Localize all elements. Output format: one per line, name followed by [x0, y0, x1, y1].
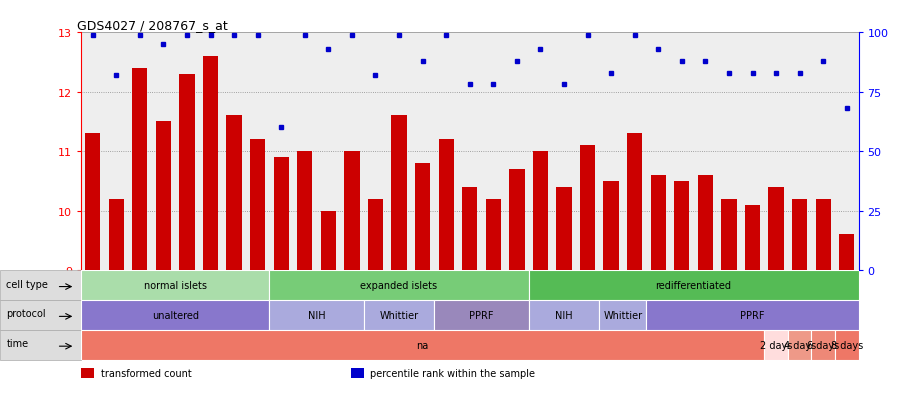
Bar [364, 300, 434, 330]
Text: PPRF: PPRF [740, 310, 765, 320]
Text: NIH: NIH [307, 310, 325, 320]
Bar [344, 152, 360, 271]
Text: 6 days: 6 days [807, 340, 840, 350]
Bar [415, 164, 431, 271]
Bar [391, 116, 406, 271]
Bar [580, 146, 595, 271]
Bar [434, 300, 529, 330]
Bar [179, 75, 194, 271]
Text: Whittier: Whittier [603, 310, 643, 320]
Text: protocol: protocol [6, 309, 46, 318]
Bar [439, 140, 454, 271]
Bar [85, 134, 101, 271]
Bar [156, 122, 171, 271]
Bar [81, 300, 270, 330]
Text: normal islets: normal islets [144, 280, 207, 290]
Bar [529, 300, 600, 330]
Text: GDS4027 / 208767_s_at: GDS4027 / 208767_s_at [77, 19, 227, 32]
Text: time: time [6, 338, 29, 348]
Text: NIH: NIH [556, 310, 573, 320]
Bar [646, 300, 859, 330]
Bar [674, 181, 690, 271]
Text: redifferentiated: redifferentiated [655, 280, 732, 290]
Bar [533, 152, 548, 271]
Bar [250, 140, 265, 271]
Bar [109, 199, 124, 271]
Bar [297, 152, 313, 271]
Bar [132, 69, 147, 271]
Text: transformed count: transformed count [101, 368, 191, 377]
Bar [835, 330, 859, 360]
Bar [721, 199, 736, 271]
Bar [270, 300, 364, 330]
Bar [368, 199, 383, 271]
Bar [351, 368, 364, 378]
Bar [485, 199, 501, 271]
Text: 4 days: 4 days [784, 340, 815, 350]
Text: Whittier: Whittier [379, 310, 419, 320]
Bar [509, 170, 524, 271]
Bar [203, 57, 218, 271]
Bar [273, 158, 289, 271]
Bar [462, 188, 477, 271]
Text: cell type: cell type [6, 279, 49, 289]
Bar [764, 330, 788, 360]
Text: 8 days: 8 days [831, 340, 863, 350]
Bar [769, 188, 784, 271]
Text: expanded islets: expanded islets [360, 280, 438, 290]
Bar [600, 300, 646, 330]
Bar [745, 205, 761, 271]
Text: unaltered: unaltered [152, 310, 199, 320]
Bar [321, 211, 336, 271]
Text: 2 days: 2 days [760, 340, 792, 350]
Bar [792, 199, 807, 271]
Bar [529, 271, 859, 300]
Text: na: na [416, 340, 429, 350]
Bar [627, 134, 643, 271]
Text: percentile rank within the sample: percentile rank within the sample [370, 368, 536, 377]
Bar [651, 176, 666, 271]
Bar [788, 330, 812, 360]
Bar [698, 176, 713, 271]
Bar [556, 188, 572, 271]
Bar [227, 116, 242, 271]
Bar [839, 235, 854, 271]
Bar [81, 330, 764, 360]
Bar [270, 271, 529, 300]
Text: PPRF: PPRF [469, 310, 494, 320]
Bar [815, 199, 831, 271]
Bar [81, 271, 270, 300]
Bar [81, 368, 94, 378]
Bar [812, 330, 835, 360]
Bar [603, 181, 619, 271]
